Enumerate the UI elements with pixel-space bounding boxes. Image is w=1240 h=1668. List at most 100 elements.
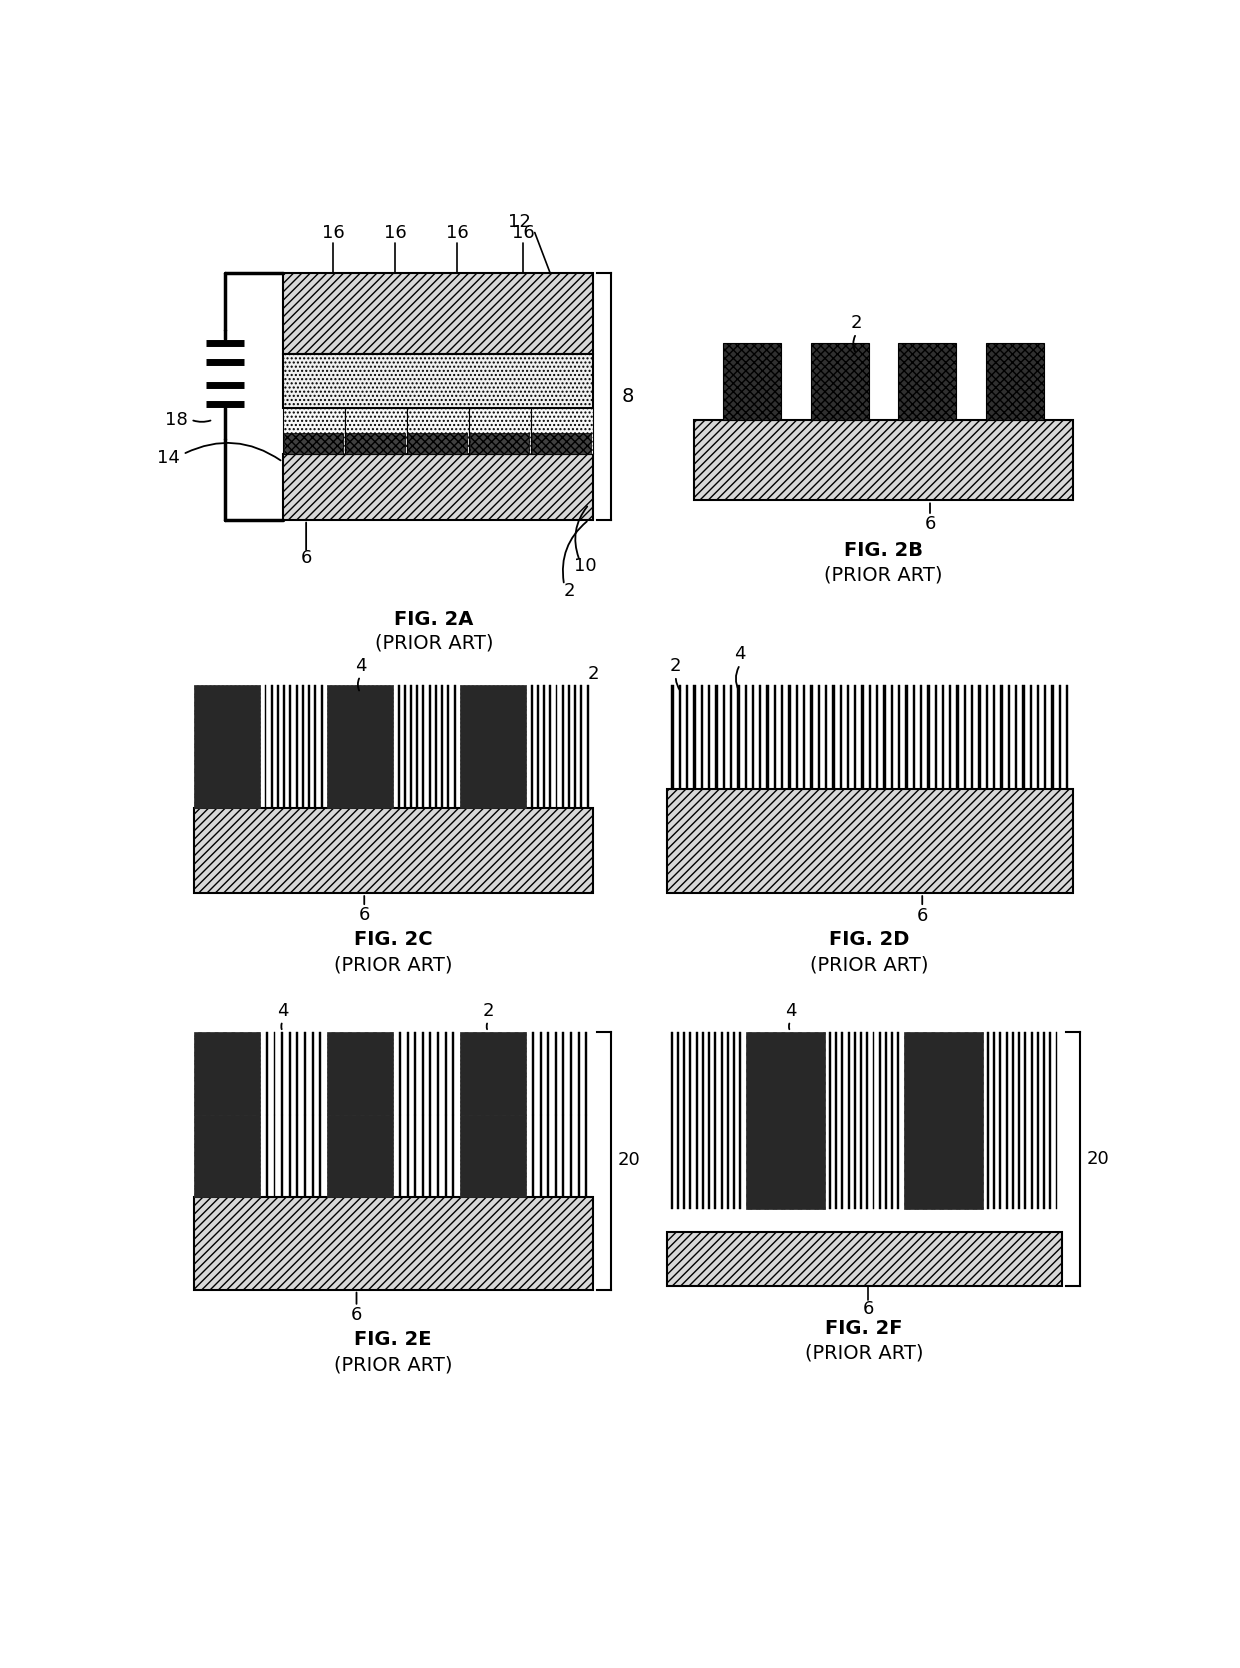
Text: 14: 14 [157, 449, 180, 467]
Bar [745, 1032, 825, 1209]
Bar [562, 686, 564, 809]
Bar [193, 1114, 260, 1198]
Bar [556, 686, 558, 809]
Bar [839, 686, 842, 789]
Bar [877, 686, 878, 789]
Text: 6: 6 [916, 907, 928, 926]
Bar [422, 1032, 424, 1114]
Bar [296, 1114, 299, 1198]
Bar [460, 686, 526, 809]
Text: 2: 2 [564, 582, 575, 600]
Bar [327, 686, 393, 809]
Bar [847, 686, 849, 789]
Bar [842, 1032, 843, 1209]
Bar [539, 1032, 542, 1114]
Bar [315, 686, 316, 809]
Bar [1008, 686, 1009, 789]
Bar [423, 686, 424, 809]
Bar [993, 1032, 996, 1209]
Text: 16: 16 [446, 224, 469, 242]
Text: 4: 4 [277, 1002, 289, 1019]
Bar [796, 686, 799, 789]
Bar [1018, 1032, 1021, 1209]
Bar [1037, 686, 1039, 789]
Bar [407, 409, 469, 454]
Text: 20: 20 [1086, 1149, 1110, 1168]
Bar [319, 1032, 321, 1114]
Bar [686, 686, 688, 789]
Bar [193, 1032, 260, 1114]
Text: 6: 6 [300, 549, 311, 567]
Bar [727, 1032, 729, 1209]
Bar [904, 1032, 982, 1209]
Text: 4: 4 [734, 646, 746, 664]
Bar [570, 1032, 572, 1114]
Bar [1029, 686, 1032, 789]
Bar [301, 686, 304, 809]
Bar [825, 686, 827, 789]
Text: (PRIOR ART): (PRIOR ART) [374, 634, 494, 652]
Bar [436, 1114, 439, 1198]
Text: 6: 6 [924, 514, 936, 532]
Text: 6: 6 [351, 1306, 362, 1324]
Bar [817, 686, 820, 789]
Bar [696, 1032, 698, 1209]
Bar [828, 1032, 831, 1209]
Bar [1030, 1032, 1033, 1209]
Bar [811, 342, 869, 420]
Bar [283, 454, 593, 520]
Bar [1014, 686, 1017, 789]
Bar [304, 1114, 306, 1198]
Bar [532, 1114, 534, 1198]
Bar [986, 686, 988, 789]
Bar [671, 1032, 673, 1209]
Bar [274, 1032, 275, 1114]
Text: FIG. 2B: FIG. 2B [844, 540, 923, 560]
Bar [193, 686, 260, 809]
Bar [568, 686, 570, 809]
Bar [1043, 1032, 1045, 1209]
Bar [454, 686, 455, 809]
Bar [873, 1032, 874, 1209]
Bar [407, 1114, 408, 1198]
Bar [693, 686, 696, 789]
Text: 16: 16 [512, 224, 534, 242]
Bar [399, 1032, 401, 1114]
Bar [683, 1032, 686, 1209]
Bar [890, 686, 893, 789]
Bar [539, 1114, 542, 1198]
Bar [460, 1032, 526, 1114]
Bar [453, 1032, 454, 1114]
Bar [789, 686, 791, 789]
Bar [532, 1032, 534, 1114]
Bar [554, 1114, 557, 1198]
Bar [832, 686, 835, 789]
Bar [1066, 686, 1069, 789]
Bar [999, 1032, 1002, 1209]
Bar [898, 1032, 899, 1209]
Bar [460, 1114, 526, 1198]
Bar [835, 1032, 837, 1209]
Bar [193, 809, 593, 892]
Bar [283, 686, 285, 809]
Bar [304, 1032, 306, 1114]
Bar [739, 1032, 742, 1209]
Text: 18: 18 [165, 410, 187, 429]
Bar [702, 1032, 704, 1209]
Bar [295, 686, 298, 809]
Bar [578, 1114, 579, 1198]
Bar [677, 1032, 680, 1209]
Bar [410, 686, 412, 809]
Text: 6: 6 [358, 906, 370, 924]
Bar [804, 686, 805, 789]
Bar [429, 1114, 432, 1198]
Text: 16: 16 [322, 224, 345, 242]
Bar [445, 1032, 446, 1114]
Bar [774, 686, 776, 789]
Bar [986, 342, 1044, 420]
Bar [913, 686, 915, 789]
Bar [547, 1114, 549, 1198]
Bar [270, 686, 273, 809]
Bar [453, 1114, 454, 1198]
Bar [422, 1114, 424, 1198]
